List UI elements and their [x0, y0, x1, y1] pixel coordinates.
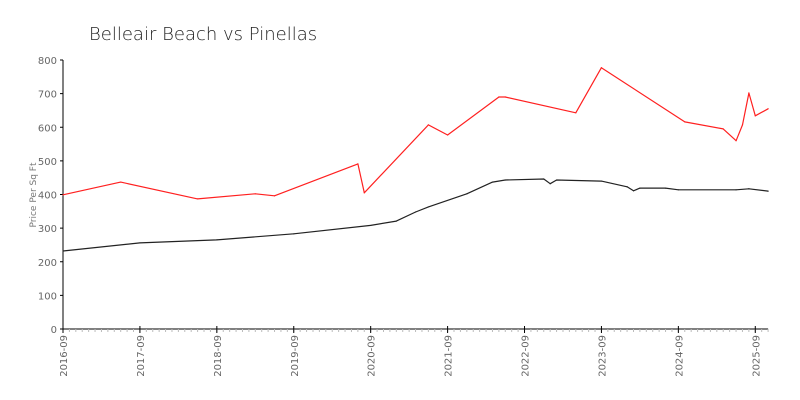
x-tick-label: 2020-09	[367, 335, 378, 377]
x-tick-label: 2024-09	[674, 335, 685, 377]
data-point	[62, 250, 64, 252]
data-point	[767, 190, 769, 192]
y-axis-label: Price Per Sq Ft	[29, 162, 39, 227]
data-point	[466, 193, 468, 195]
data-point	[549, 183, 551, 185]
data-point	[632, 190, 635, 192]
y-tick-label: 300	[38, 224, 57, 235]
data-point	[504, 96, 506, 98]
data-point	[754, 115, 756, 117]
data-point	[684, 121, 686, 123]
data-point	[748, 188, 750, 190]
x-tick-label: 2019-09	[290, 335, 301, 377]
data-point	[216, 239, 218, 241]
data-point	[427, 206, 429, 208]
data-point	[626, 186, 628, 188]
y-tick-label: 0	[51, 325, 57, 336]
data-point	[575, 112, 577, 114]
data-point	[543, 178, 545, 180]
data-point	[62, 194, 64, 196]
x-tick-label: 2018-09	[213, 335, 224, 377]
data-point	[555, 179, 558, 181]
series-lines	[62, 67, 769, 252]
data-point	[273, 195, 276, 197]
x-tick-label: 2016-09	[59, 335, 70, 377]
y-tick-label: 200	[38, 258, 57, 269]
data-point	[363, 192, 365, 194]
data-point	[427, 124, 429, 126]
y-tick-label: 400	[38, 191, 57, 202]
y-tick-label: 600	[38, 123, 57, 134]
x-tick-label: 2023-09	[597, 335, 608, 377]
y-tick-label: 500	[38, 157, 57, 168]
x-tick-label: 2017-09	[136, 335, 147, 377]
data-point	[293, 233, 295, 235]
data-point	[197, 198, 199, 200]
data-point	[504, 179, 506, 181]
y-tick-label: 800	[38, 56, 57, 67]
data-point	[677, 189, 679, 191]
data-point	[748, 92, 750, 94]
data-point	[357, 163, 359, 165]
data-point	[254, 193, 256, 195]
data-point	[498, 96, 500, 98]
y-tick-label: 700	[38, 90, 57, 101]
data-point	[447, 134, 449, 136]
y-tick-label: 100	[38, 291, 57, 302]
data-point	[735, 140, 737, 142]
data-point	[664, 187, 667, 189]
series-line-2	[62, 178, 769, 252]
data-point	[491, 181, 494, 183]
data-point	[735, 189, 737, 191]
data-point	[767, 108, 769, 110]
data-point	[120, 181, 122, 183]
x-tick-label: 2021-09	[444, 335, 455, 377]
axes: 0 100 200 300 400 500 600 700 800 2016-09 2017-09 2…	[38, 56, 769, 377]
data-point	[414, 211, 417, 213]
data-point	[600, 67, 603, 69]
x-tick-label: 2022-09	[521, 335, 532, 377]
data-point	[741, 124, 744, 126]
data-point	[370, 224, 372, 227]
data-point	[639, 187, 641, 189]
data-point	[600, 180, 603, 182]
data-point	[139, 242, 141, 244]
x-tick-label: 2025-09	[751, 335, 762, 377]
chart-title: Belleair Beach vs Pinellas	[89, 24, 317, 45]
data-point	[722, 128, 724, 130]
series-line-1	[62, 67, 769, 200]
data-point	[395, 220, 397, 222]
